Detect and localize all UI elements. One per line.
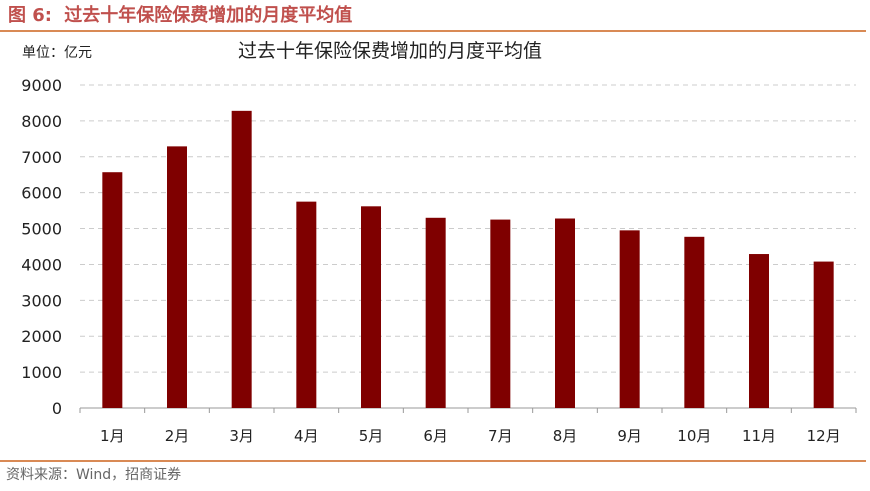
y-tick-label: 3000 [21,291,62,310]
bar [167,146,187,408]
figure-title: 过去十年保险保费增加的月度平均值 [64,5,353,26]
bar [619,230,640,408]
x-tick-label: 11月 [742,427,776,445]
y-tick-label: 9000 [21,76,62,95]
bar [555,218,575,408]
bar [684,236,705,408]
figure-number: 图 6: [8,5,52,26]
header-rule [0,30,866,32]
y-tick-label: 6000 [21,184,62,203]
source-note: 资料来源：Wind，招商证券 [6,467,182,483]
footer-rule [0,460,866,462]
x-tick-label: 4月 [294,427,319,445]
x-tick-label: 1月 [100,427,125,445]
y-tick-label: 7000 [21,148,62,167]
y-tick-label: 0 [52,399,62,418]
figure-header: 图 6: 过去十年保险保费增加的月度平均值 [8,4,864,30]
x-tick-label: 6月 [423,427,448,445]
x-tick-label: 7月 [488,427,513,445]
x-tick-label: 2月 [165,427,190,445]
x-tick-label: 12月 [807,427,841,445]
bar [361,206,381,408]
x-tick-label: 9月 [617,427,642,445]
y-tick-label: 8000 [21,112,62,131]
bar [813,261,834,408]
y-tick-label: 5000 [21,220,62,239]
chart-title: 过去十年保险保费增加的月度平均值 [238,40,543,62]
bar [296,201,317,408]
y-tick-label: 1000 [21,363,62,382]
y-tick-label: 2000 [21,327,62,346]
x-tick-label: 8月 [553,427,578,445]
bar [490,219,511,408]
unit-label: 单位：亿元 [22,45,92,61]
bar [102,172,123,408]
bar [231,110,252,408]
x-tick-label: 10月 [677,427,711,445]
x-tick-label: 3月 [229,427,254,445]
bar-chart: 0 1000 2000 3000 4000 5000 6000 7000 8000 9000 1月 2… [21,76,857,445]
x-tick-label: 5月 [359,427,384,445]
bar [425,217,446,408]
y-tick-label: 4000 [21,255,62,274]
bar [749,254,769,408]
